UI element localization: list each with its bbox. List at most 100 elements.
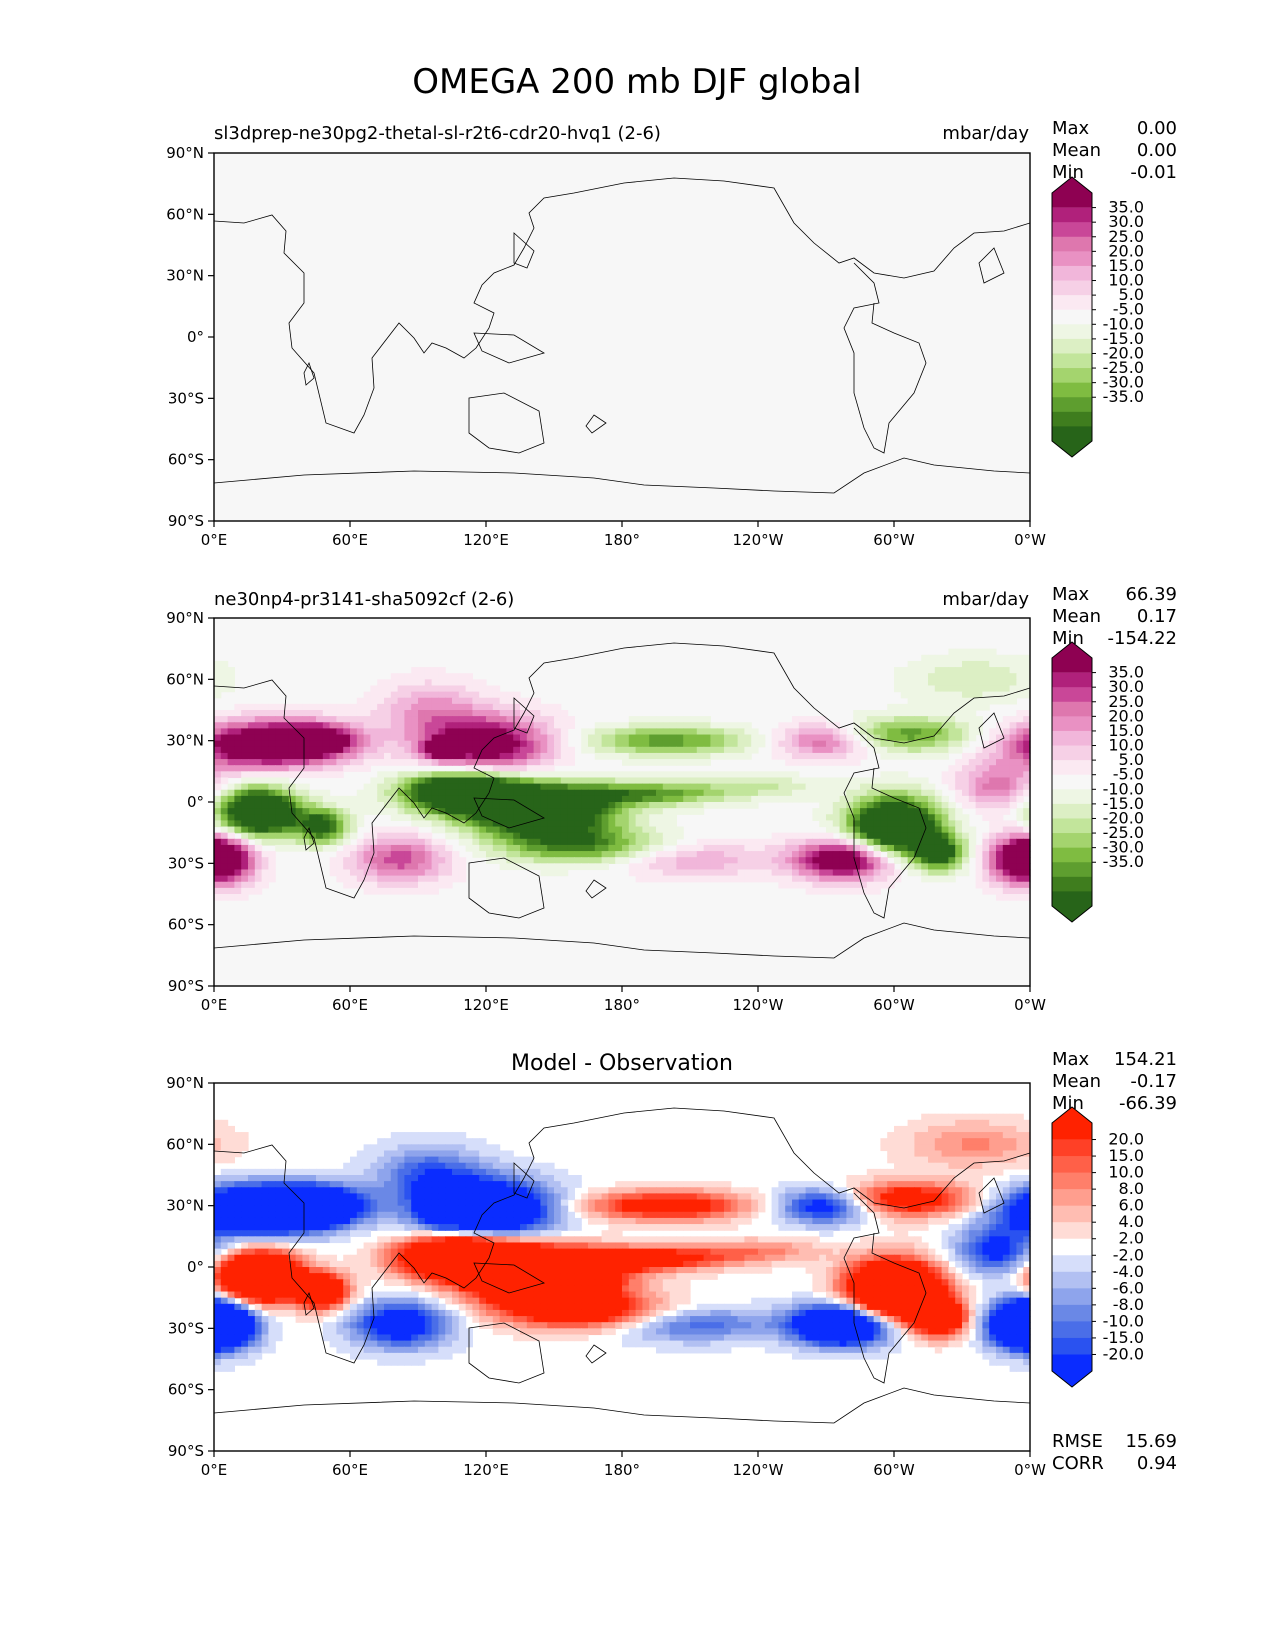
field-cell [975, 1113, 983, 1121]
field-cell [248, 740, 256, 748]
field-cell [472, 1199, 480, 1207]
field-cell [826, 832, 834, 840]
field-cell [540, 808, 548, 815]
field-cell [411, 1205, 419, 1213]
field-cell [520, 814, 528, 821]
field-cell [540, 765, 548, 772]
field-cell [594, 777, 603, 785]
field-cell [900, 820, 909, 828]
field-cell [1016, 881, 1024, 889]
field-cell [894, 1224, 902, 1231]
field-cell [390, 1242, 399, 1250]
field-cell [261, 795, 269, 803]
field-cell [805, 777, 813, 785]
field-cell [547, 1236, 555, 1244]
field-cell [581, 802, 589, 809]
field-cell [343, 1187, 351, 1194]
field-cell [615, 820, 623, 828]
field-cell [975, 716, 983, 723]
field-cell [812, 716, 820, 723]
field-cell [819, 802, 827, 809]
field-cell [914, 1168, 922, 1176]
field-cell [737, 722, 745, 729]
field-cell [744, 875, 752, 883]
field-cell [737, 1199, 745, 1207]
field-cell [248, 1168, 256, 1176]
field-cell [622, 759, 630, 766]
field-cell [1002, 783, 1011, 791]
field-cell [785, 1187, 793, 1194]
field-cell [540, 1193, 548, 1201]
field-cell [370, 1156, 378, 1164]
field-cell [1023, 808, 1031, 815]
field-cell [526, 826, 535, 834]
field-cell [866, 863, 875, 871]
field-cell [642, 1199, 650, 1207]
field-cell [656, 875, 664, 883]
field-cell [941, 691, 949, 699]
field-cell [873, 832, 881, 840]
field-cell [982, 1236, 990, 1244]
field-cell [860, 808, 868, 815]
field-cell [268, 777, 276, 785]
field-cell [384, 1156, 392, 1164]
field-cell [853, 857, 861, 864]
field-cell [696, 716, 705, 723]
field-cell [234, 734, 242, 742]
field-cell [758, 857, 766, 864]
field-cell [241, 814, 249, 821]
field-cell [329, 1199, 337, 1207]
field-cell [370, 789, 378, 797]
field-cell [989, 667, 997, 674]
field-cell [894, 728, 902, 736]
field-cell [282, 740, 290, 748]
field-cell [445, 869, 453, 877]
field-cell [438, 851, 446, 858]
field-cell [887, 783, 895, 791]
field-cell [955, 869, 963, 877]
field-cell [384, 875, 392, 883]
field-cell [234, 765, 242, 772]
field-cell [996, 887, 1004, 895]
field-cell [1009, 716, 1017, 723]
field-cell [302, 808, 310, 815]
field-cell [724, 752, 732, 760]
field-cell [445, 752, 453, 760]
panel-reference-max-label: Max [1052, 584, 1090, 605]
field-cell [900, 1230, 909, 1237]
field-cell [798, 857, 807, 864]
field-cell [254, 1168, 263, 1176]
field-cell [452, 673, 460, 680]
field-cell [404, 1168, 412, 1176]
field-cell [458, 1168, 467, 1176]
field-cell [805, 875, 813, 883]
colorbar-tick-label: -20.0 [1103, 343, 1144, 362]
field-cell [465, 826, 473, 834]
field-cell [336, 1193, 344, 1201]
field-cell [860, 722, 868, 729]
field-cell [846, 832, 854, 840]
field-cell [914, 1187, 922, 1194]
field-cell [486, 802, 494, 809]
field-cell [268, 728, 276, 736]
field-cell [492, 765, 501, 772]
field-cell [975, 857, 983, 864]
field-cell [275, 832, 283, 840]
field-cell [941, 1150, 949, 1158]
field-cell [887, 1150, 895, 1158]
field-cell [894, 844, 902, 852]
field-cell [717, 1236, 725, 1244]
field-cell [411, 722, 419, 729]
field-cell [873, 814, 881, 821]
field-cell [397, 740, 405, 748]
field-cell [465, 673, 473, 680]
field-cell [540, 789, 548, 797]
field-cell [955, 1132, 963, 1139]
field-cell [826, 1205, 834, 1213]
field-cell [601, 857, 609, 864]
field-cell [445, 1187, 453, 1194]
field-cell [479, 752, 487, 760]
field-cell [968, 1187, 977, 1194]
field-cell [717, 722, 725, 729]
field-cell [710, 1211, 718, 1219]
